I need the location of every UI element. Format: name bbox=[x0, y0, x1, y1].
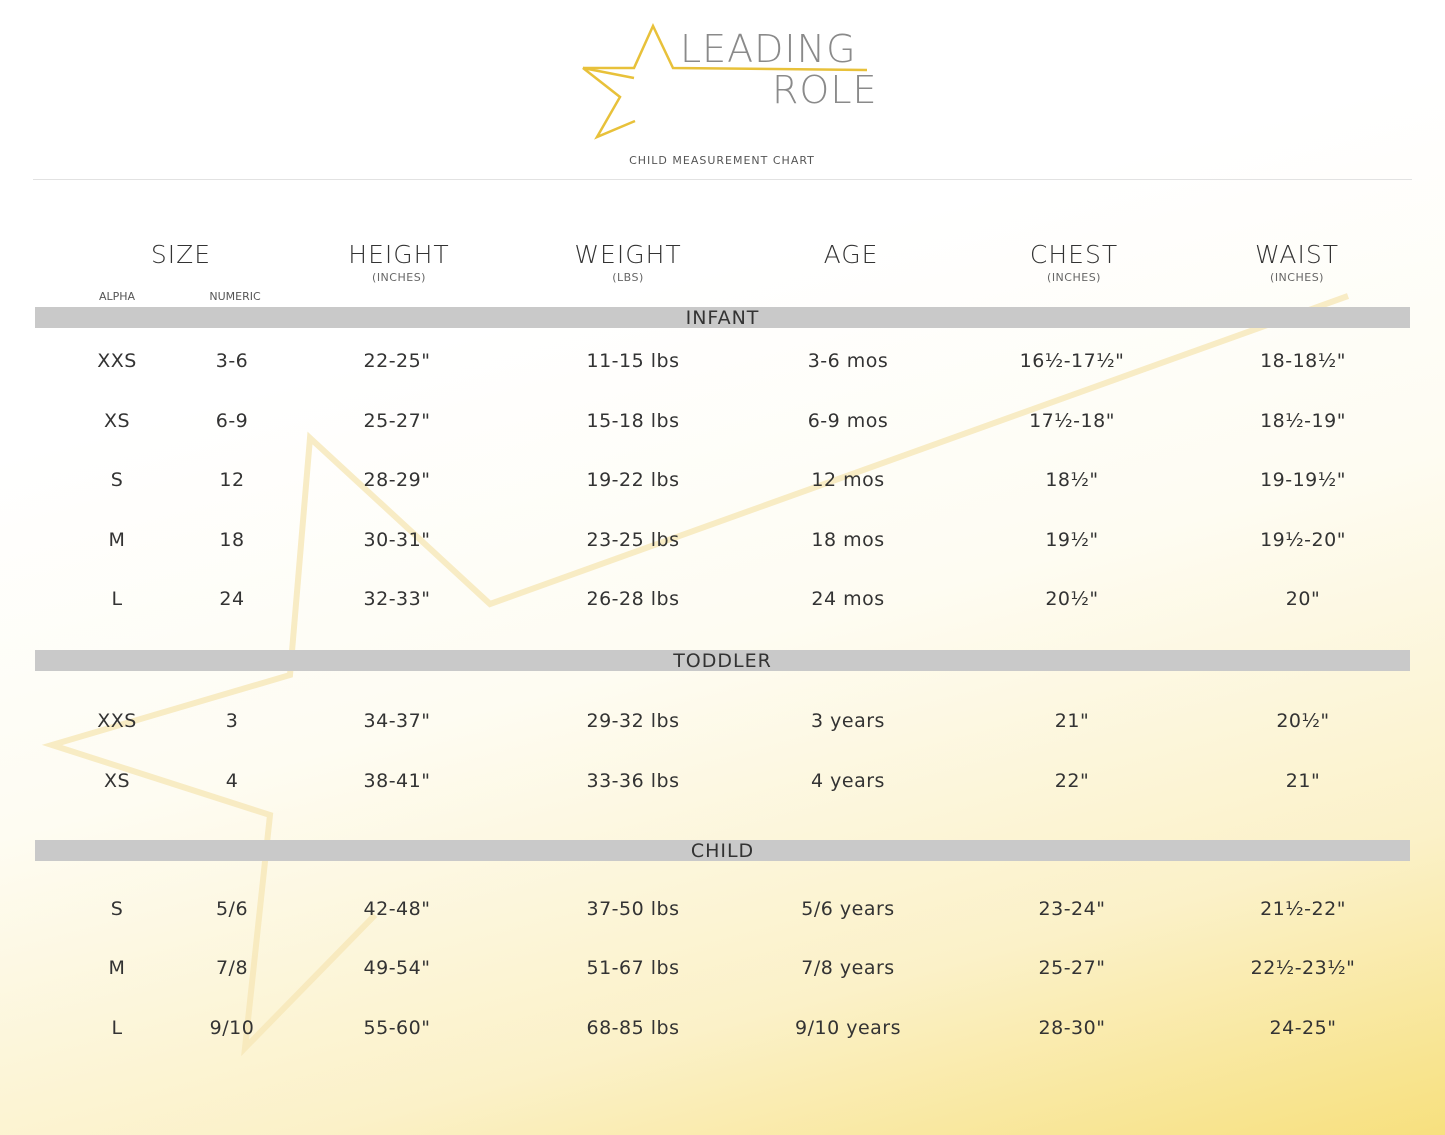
numeric-subheader: NUMERIC bbox=[209, 290, 261, 303]
cell-age: 3 years bbox=[811, 710, 885, 732]
size-header: SIZE bbox=[150, 240, 212, 269]
cell-waist: 20½" bbox=[1276, 710, 1330, 732]
section-title: TODDLER bbox=[673, 650, 772, 672]
cell-age: 6-9 mos bbox=[807, 410, 889, 432]
cell-waist: 18½-19" bbox=[1260, 410, 1346, 432]
cell-age: 3-6 mos bbox=[807, 350, 889, 372]
cell-waist: 19½-20" bbox=[1260, 529, 1346, 551]
cell-waist: 22½-23½" bbox=[1250, 957, 1356, 979]
height-unit: (INCHES) bbox=[372, 271, 426, 284]
cell-alpha: XS bbox=[103, 770, 131, 792]
cell-numeric: 4 bbox=[225, 770, 239, 792]
cell-weight: 51-67 lbs bbox=[586, 957, 680, 979]
cell-numeric: 3 bbox=[225, 710, 239, 732]
cell-numeric: 5/6 bbox=[215, 898, 249, 920]
star-logo-icon bbox=[582, 23, 868, 140]
chest-header: CHEST bbox=[1029, 240, 1119, 269]
cell-age: 24 mos bbox=[811, 588, 885, 610]
cell-alpha: XS bbox=[103, 410, 131, 432]
cell-age: 5/6 years bbox=[801, 898, 895, 920]
age-header: AGE bbox=[823, 240, 879, 269]
section-band-toddler: TODDLER bbox=[35, 650, 1410, 672]
waist-header: WAIST bbox=[1255, 240, 1339, 269]
brand-line2: ROLE bbox=[772, 68, 878, 112]
height-header: HEIGHT bbox=[348, 240, 450, 269]
cell-chest: 23-24" bbox=[1038, 898, 1106, 920]
weight-header: WEIGHT bbox=[574, 240, 682, 269]
cell-weight: 68-85 lbs bbox=[586, 1017, 680, 1039]
cell-height: 30-31" bbox=[363, 529, 431, 551]
cell-chest: 20½" bbox=[1045, 588, 1099, 610]
cell-chest: 25-27" bbox=[1038, 957, 1106, 979]
section-band-infant: INFANT bbox=[35, 307, 1410, 329]
cell-alpha: M bbox=[108, 529, 126, 551]
cell-numeric: 7/8 bbox=[215, 957, 249, 979]
cell-numeric: 24 bbox=[219, 588, 245, 610]
chart-subtitle: CHILD MEASUREMENT CHART bbox=[629, 154, 815, 167]
cell-chest: 18½" bbox=[1045, 469, 1099, 491]
section-band-child: CHILD bbox=[35, 840, 1410, 862]
waist-unit: (INCHES) bbox=[1270, 271, 1324, 284]
cell-height: 22-25" bbox=[363, 350, 431, 372]
cell-chest: 16½-17½" bbox=[1019, 350, 1125, 372]
cell-height: 34-37" bbox=[363, 710, 431, 732]
cell-weight: 29-32 lbs bbox=[586, 710, 680, 732]
cell-waist: 19-19½" bbox=[1260, 469, 1346, 491]
cell-alpha: L bbox=[111, 588, 123, 610]
cell-age: 12 mos bbox=[811, 469, 885, 491]
cell-waist: 21½-22" bbox=[1260, 898, 1346, 920]
section-title: INFANT bbox=[685, 307, 760, 329]
cell-age: 9/10 years bbox=[795, 1017, 901, 1039]
brand-line1: LEADING bbox=[680, 27, 857, 71]
cell-weight: 33-36 lbs bbox=[586, 770, 680, 792]
cell-numeric: 9/10 bbox=[209, 1017, 255, 1039]
cell-weight: 37-50 lbs bbox=[586, 898, 680, 920]
cell-height: 55-60" bbox=[363, 1017, 431, 1039]
cell-waist: 18-18½" bbox=[1260, 350, 1346, 372]
cell-alpha: M bbox=[108, 957, 126, 979]
cell-height: 42-48" bbox=[363, 898, 431, 920]
cell-age: 7/8 years bbox=[801, 957, 895, 979]
weight-unit: (LBS) bbox=[612, 271, 644, 284]
cell-waist: 20" bbox=[1285, 588, 1321, 610]
cell-weight: 11-15 lbs bbox=[586, 350, 680, 372]
section-title: CHILD bbox=[690, 840, 755, 862]
cell-age: 4 years bbox=[811, 770, 885, 792]
cell-weight: 23-25 lbs bbox=[586, 529, 680, 551]
cell-alpha: L bbox=[111, 1017, 123, 1039]
cell-height: 38-41" bbox=[363, 770, 431, 792]
cell-chest: 21" bbox=[1054, 710, 1090, 732]
cell-age: 18 mos bbox=[811, 529, 885, 551]
chest-unit: (INCHES) bbox=[1047, 271, 1101, 284]
cell-numeric: 6-9 bbox=[215, 410, 249, 432]
cell-weight: 15-18 lbs bbox=[586, 410, 680, 432]
cell-chest: 22" bbox=[1054, 770, 1090, 792]
cell-numeric: 18 bbox=[219, 529, 245, 551]
cell-alpha: S bbox=[110, 469, 124, 491]
cell-chest: 28-30" bbox=[1038, 1017, 1106, 1039]
cell-numeric: 3-6 bbox=[215, 350, 249, 372]
cell-weight: 26-28 lbs bbox=[586, 588, 680, 610]
cell-height: 28-29" bbox=[363, 469, 431, 491]
cell-numeric: 12 bbox=[219, 469, 245, 491]
cell-waist: 24-25" bbox=[1269, 1017, 1337, 1039]
cell-height: 32-33" bbox=[363, 588, 431, 610]
cell-alpha: XXS bbox=[97, 350, 137, 372]
cell-weight: 19-22 lbs bbox=[586, 469, 680, 491]
cell-alpha: S bbox=[110, 898, 124, 920]
cell-height: 25-27" bbox=[363, 410, 431, 432]
cell-alpha: XXS bbox=[97, 710, 137, 732]
alpha-subheader: ALPHA bbox=[98, 290, 136, 303]
cell-chest: 19½" bbox=[1045, 529, 1099, 551]
cell-chest: 17½-18" bbox=[1029, 410, 1115, 432]
cell-waist: 21" bbox=[1285, 770, 1321, 792]
header-divider bbox=[33, 179, 1412, 180]
cell-height: 49-54" bbox=[363, 957, 431, 979]
